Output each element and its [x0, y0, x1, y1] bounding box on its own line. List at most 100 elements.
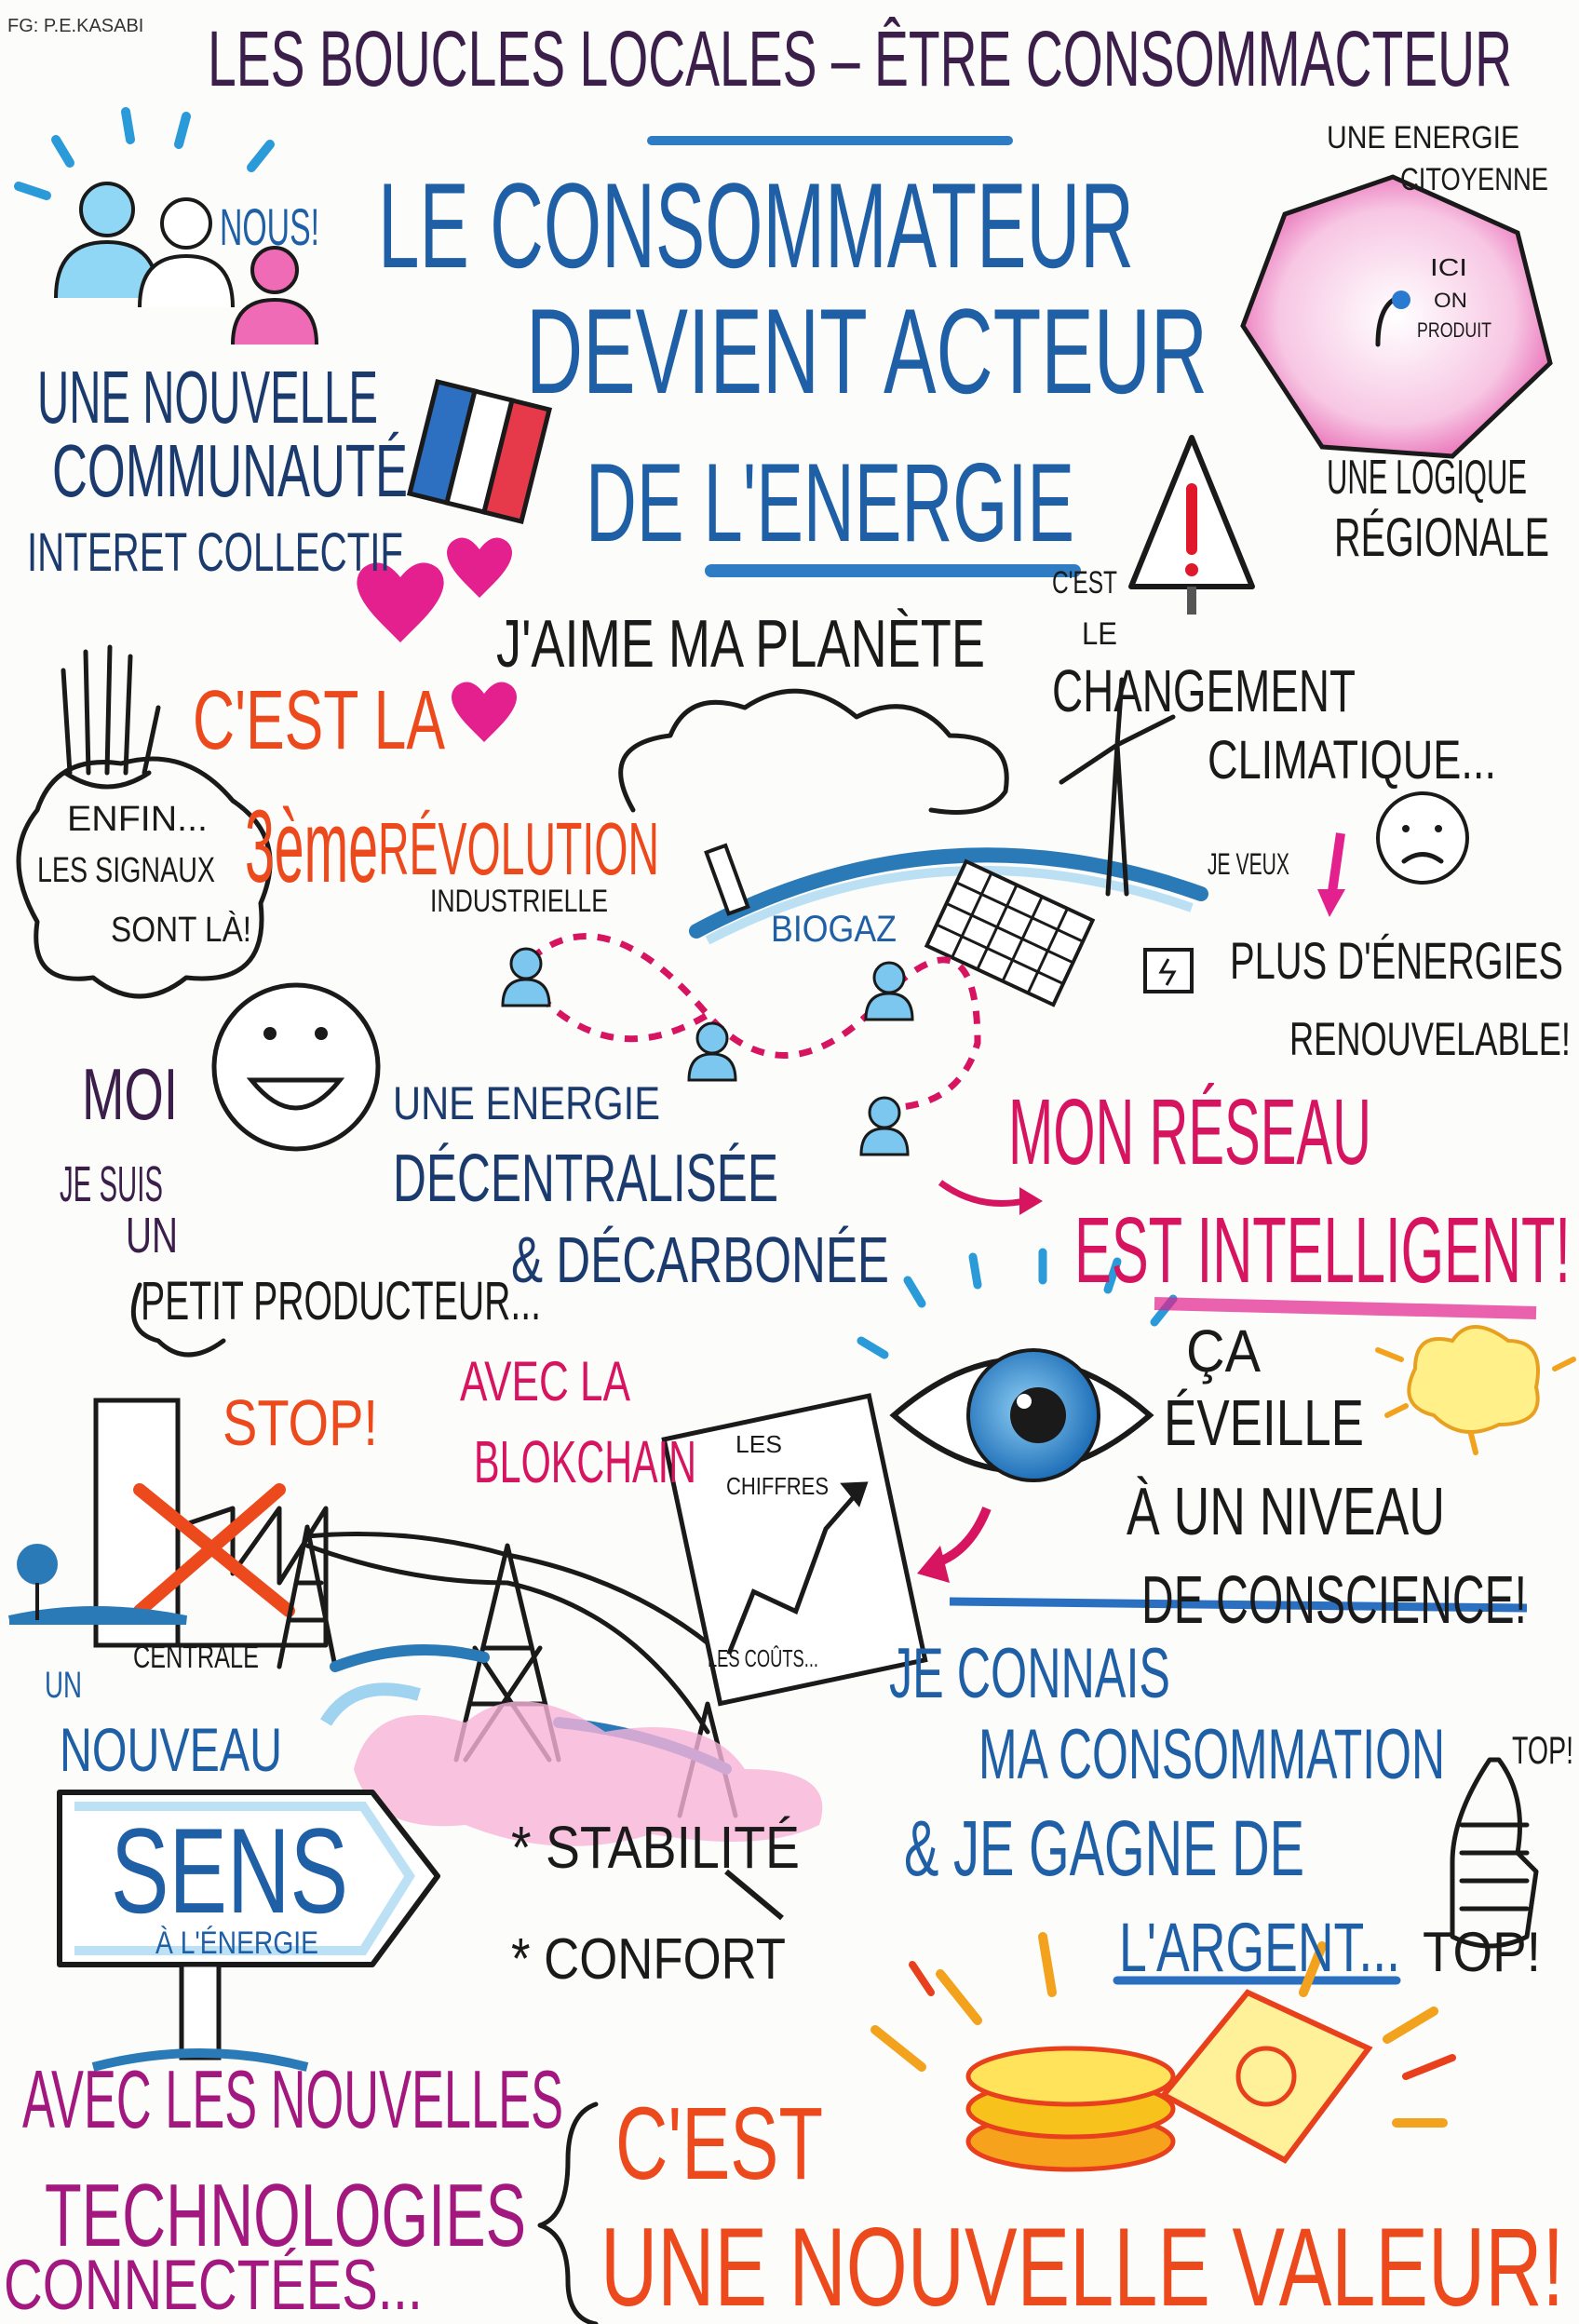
hearts [357, 537, 517, 742]
eye-stroke-stroke [968, 1252, 982, 1290]
direction-sign-stroke [91, 2048, 309, 2072]
sketch-label: DÉCENTRALISÉE [393, 1142, 778, 1216]
sketch-label: À UN NIVEAU [1127, 1475, 1445, 1549]
power-plant-stroke [7, 1606, 187, 1625]
sketch-label: UNE ENERGIE [1327, 120, 1519, 155]
sad-face-stroke [1327, 832, 1345, 899]
sketch-label: PRODUIT [1417, 318, 1491, 342]
coins-and-notes-stroke-stroke [1038, 1932, 1057, 1997]
sun-burst [1375, 1325, 1576, 1455]
thumb-up-stroke [1450, 1757, 1539, 1949]
sketch-label: UNE NOUVELLE VALEUR! [601, 2205, 1564, 2324]
people-icons-stroke [250, 246, 299, 294]
network-loop-stroke-stroke [872, 961, 906, 994]
network-loop-stroke [537, 993, 709, 1043]
people-icons-stroke [138, 253, 235, 308]
network-loop-stroke [1019, 1187, 1043, 1215]
planet-scene-stroke [689, 847, 1208, 939]
sketch-label: * STABILITÉ [511, 1814, 800, 1881]
power-plant [7, 1282, 329, 1648]
pink-cloud-stroke [319, 1682, 421, 1726]
sketch-label: PETIT PRODUCTEUR... [141, 1271, 541, 1331]
credit: FG: P.E.KASABI [7, 16, 143, 36]
power-plant-stroke [130, 1282, 226, 1358]
happy-face-stroke [246, 1077, 345, 1111]
sketch-label: LES [736, 1430, 782, 1458]
sketch-label: LE CONSOMMATEUR [378, 157, 1134, 293]
sketch-label: MON RÉSEAU [1008, 1080, 1371, 1184]
sketch-label: C'EST LA [193, 674, 445, 767]
sketch-label: DEVIENT ACTEUR [526, 283, 1208, 419]
citizen-energy-hexagon [1240, 174, 1553, 459]
attention-rays-stroke [14, 182, 51, 200]
coins-and-notes-stroke [870, 1932, 1448, 2128]
pink-cloud-stroke [724, 1869, 784, 1921]
sketch-label: TOP! [1512, 1728, 1573, 1772]
warning-sign [1128, 435, 1255, 615]
planet-scene-stroke [924, 858, 1096, 1007]
sketch-label: AVEC LA [460, 1350, 630, 1412]
pink-cloud-stroke [354, 1701, 823, 1846]
happy-face-stroke [315, 1027, 328, 1040]
power-plant-stroke [175, 1506, 329, 1648]
sketch-label: BLOKCHAIN [474, 1428, 696, 1495]
network-loop-stroke [938, 1180, 1025, 1207]
people-icons [54, 182, 318, 345]
power-plant-stroke [17, 1544, 58, 1585]
eye-stroke-stroke [857, 1336, 889, 1359]
sketch-label: ÇA [1186, 1317, 1261, 1385]
sketch-label: AVEC LES NOUVELLES [22, 2053, 563, 2145]
coins-and-notes-stroke-stroke [936, 1969, 982, 2025]
sketch-label: ENFIN... [67, 800, 208, 839]
network-loop-stroke-stroke [695, 1021, 729, 1055]
sketch-label: MA CONSOMMATION [978, 1715, 1445, 1794]
direction-sign [57, 1790, 440, 2072]
sketch-label: LES SIGNAUX [37, 851, 215, 890]
sketch-label: & DÉCARBONÉE [511, 1223, 889, 1296]
coins-and-notes [870, 1932, 1456, 2172]
planet-scene-stroke [705, 865, 1194, 945]
direction-sign-stroke [179, 1962, 222, 2061]
sketch-label: JE SUIS [60, 1156, 163, 1212]
sketch-label: BIOGAZ [771, 909, 897, 950]
planet-scene-stroke [618, 688, 1009, 815]
sketch-label: LES COÛTS... [708, 1644, 818, 1672]
power-lines-stroke [304, 1532, 748, 1735]
sketch-label: SONT LÀ! [111, 910, 251, 950]
sad-face-stroke [1401, 852, 1444, 864]
eye-stroke [1017, 1394, 1032, 1409]
network-loop-stroke-stroke [864, 992, 914, 1021]
sad-face-stroke [1376, 791, 1469, 885]
sketch-label: UN [45, 1665, 82, 1706]
network-loop-stroke [501, 947, 914, 1156]
sketch-label: ON [1434, 289, 1467, 312]
sad-face [1317, 791, 1469, 917]
power-plant-stroke [133, 1483, 286, 1617]
network-loop-stroke-stroke [501, 978, 551, 1007]
sketch-label: COMMUNAUTÉ [52, 429, 408, 512]
sketch-label: C'EST [615, 2087, 823, 2201]
raised-hand [61, 644, 161, 790]
sad-face-stroke [1317, 889, 1345, 917]
figures-chart-stroke [726, 1492, 858, 1655]
sketch-label: ICI [1430, 253, 1467, 281]
power-lines-stroke [277, 1524, 338, 1669]
sketch-label: CONNECTÉES... [4, 2246, 423, 2324]
sketch-label: CLIMATIQUE... [1208, 730, 1496, 790]
coins-and-notes-stroke [1235, 2046, 1297, 2107]
direction-sign-stroke [57, 1790, 440, 1967]
sketch-label: CHIFFRES [726, 1472, 829, 1500]
sun-burst-stroke-stroke [1552, 1357, 1576, 1371]
hearts-stroke [452, 682, 517, 742]
attention-rays-stroke [121, 107, 135, 144]
figures-chart-stroke [840, 1481, 869, 1507]
sketch-label: & JE GAGNE DE [904, 1804, 1304, 1892]
hearts-stroke [357, 562, 444, 642]
sun-burst-stroke-stroke [1375, 1347, 1404, 1362]
thumb-up-stroke [1459, 1822, 1530, 1912]
french-flag [406, 378, 553, 525]
sun-burst-stroke-stroke [1468, 1431, 1478, 1455]
sketch-label: CITOYENNE [1400, 162, 1548, 197]
